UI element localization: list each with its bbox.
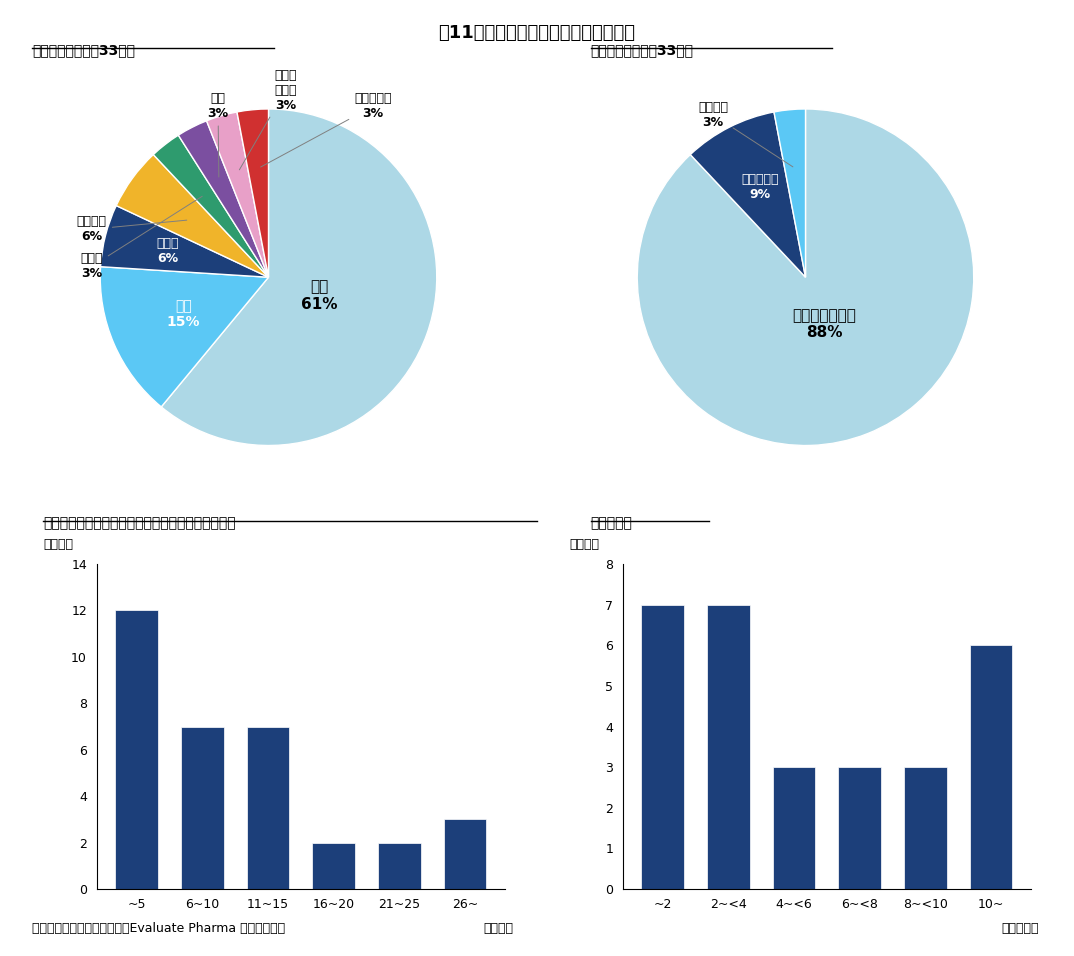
Wedge shape (237, 109, 268, 277)
Wedge shape (637, 109, 974, 445)
Text: カナダ
6%: カナダ 6% (156, 237, 178, 266)
Text: （件数）: （件数） (570, 538, 600, 551)
Text: 出所：各社プレスリリース、Evaluate Pharma をもとに作成: 出所：各社プレスリリース、Evaluate Pharma をもとに作成 (32, 922, 286, 935)
Wedge shape (206, 112, 268, 277)
Text: 買収額分布: 買収額分布 (591, 516, 633, 531)
Text: 図11　被買収企業の特性と買収額分布: 図11 被買収企業の特性と買収額分布 (438, 24, 636, 42)
Text: 被買収企業国籍（33社）: 被買収企業国籍（33社） (32, 43, 135, 57)
Text: （件数）: （件数） (44, 538, 74, 551)
Text: 被買収企業設立からプレスリリースまでの期間分布: 被買収企業設立からプレスリリースまでの期間分布 (43, 516, 235, 531)
Bar (707, 605, 750, 889)
Wedge shape (774, 109, 806, 277)
Text: その他企業
9%: その他企業 9% (741, 173, 779, 202)
Wedge shape (161, 109, 437, 445)
Wedge shape (178, 120, 268, 277)
Text: （年間）: （年間） (483, 922, 513, 935)
Text: 創薬ベンチャー
88%: 創薬ベンチャー 88% (793, 308, 856, 340)
Bar (247, 727, 289, 889)
Bar (180, 727, 223, 889)
Wedge shape (100, 267, 268, 407)
Text: ベルギー
6%: ベルギー 6% (77, 215, 187, 243)
Wedge shape (116, 155, 268, 277)
Bar (970, 645, 1013, 889)
Wedge shape (101, 206, 268, 277)
Text: 被買収企業分類（33社）: 被買収企業分類（33社） (591, 43, 694, 57)
Text: トルコ
3%: トルコ 3% (81, 196, 202, 280)
Text: アイル
ランド
3%: アイル ランド 3% (240, 69, 296, 170)
Bar (313, 842, 354, 889)
Wedge shape (691, 112, 806, 277)
Text: 製薬企業
3%: 製薬企業 3% (698, 100, 793, 167)
Text: （億ドル）: （億ドル） (1002, 922, 1040, 935)
Wedge shape (154, 135, 268, 277)
Text: 日本
3%: 日本 3% (207, 93, 229, 177)
Bar (773, 767, 815, 889)
Bar (904, 767, 947, 889)
Bar (378, 842, 421, 889)
Bar (839, 767, 881, 889)
Text: 英国
15%: 英国 15% (166, 299, 201, 329)
Bar (115, 611, 158, 889)
Bar (444, 819, 487, 889)
Bar (641, 605, 684, 889)
Text: 米国
61%: 米国 61% (301, 279, 337, 312)
Text: イスラエル
3%: イスラエル 3% (261, 93, 392, 167)
